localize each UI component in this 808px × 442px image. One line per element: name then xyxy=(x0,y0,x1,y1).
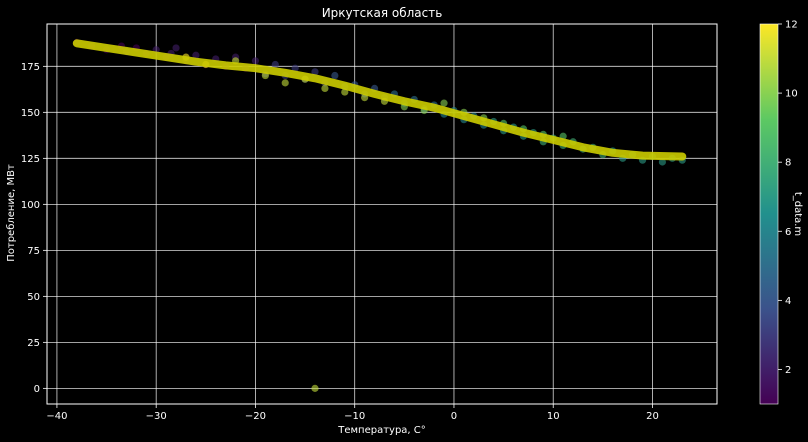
scatter-point xyxy=(658,158,667,166)
grid xyxy=(47,24,717,404)
y-tick-label: 100 xyxy=(21,200,40,211)
colorbar-tick-label: 6 xyxy=(785,227,791,238)
y-tick-label: 125 xyxy=(21,154,40,165)
scatter-point xyxy=(331,71,339,80)
scatter-point xyxy=(311,384,319,392)
fit-line xyxy=(72,39,687,161)
colorbar-ticks: 2 4 6 8 10 12 xyxy=(778,20,798,376)
x-tick-label: 20 xyxy=(646,411,659,422)
plot-area-frame xyxy=(46,23,718,405)
colorbar-tick-label: 2 xyxy=(785,365,791,376)
scatter-point xyxy=(341,88,349,96)
colorbar-tick-label: 4 xyxy=(785,296,791,307)
y-tick-label: 25 xyxy=(27,338,40,349)
colorbar-tick-label: 12 xyxy=(785,20,798,31)
scatter-point xyxy=(271,60,279,69)
y-axis: 0 25 50 75 100 125 150 175 xyxy=(21,62,47,395)
scatter-point xyxy=(281,79,289,87)
y-tick-label: 0 xyxy=(34,384,40,395)
x-axis-label: Температура, С° xyxy=(337,425,426,436)
x-axis: −40 −30 −20 −10 0 10 20 xyxy=(46,404,659,422)
scatter-point xyxy=(172,44,180,52)
scatter-point xyxy=(440,99,448,107)
colorbar-tick-label: 10 xyxy=(785,89,798,100)
y-tick-label: 150 xyxy=(21,108,40,119)
x-tick-label: −10 xyxy=(344,411,365,422)
y-axis-label: Потребление, МВт xyxy=(6,164,17,262)
scatter-point xyxy=(192,51,200,59)
y-tick-label: 75 xyxy=(27,246,40,257)
scatter-point xyxy=(321,84,329,93)
x-tick-label: −30 xyxy=(146,411,167,422)
fit-line-path xyxy=(72,39,687,161)
scatter-point xyxy=(361,94,369,102)
scatter-point xyxy=(311,68,319,76)
y-tick-label: 50 xyxy=(27,292,40,303)
colorbar xyxy=(759,23,779,405)
x-tick-label: −40 xyxy=(46,411,67,422)
colorbar-tick-label: 8 xyxy=(785,158,791,169)
scatter-point xyxy=(291,64,299,72)
x-tick-label: 0 xyxy=(451,411,457,422)
x-tick-label: 10 xyxy=(547,411,560,422)
y-tick-label: 175 xyxy=(21,62,40,73)
scatter-point xyxy=(251,57,260,65)
colorbar-label: t_data.m xyxy=(792,192,803,236)
x-tick-label: −20 xyxy=(245,411,266,422)
chart-title: Иркутская область xyxy=(322,6,443,20)
